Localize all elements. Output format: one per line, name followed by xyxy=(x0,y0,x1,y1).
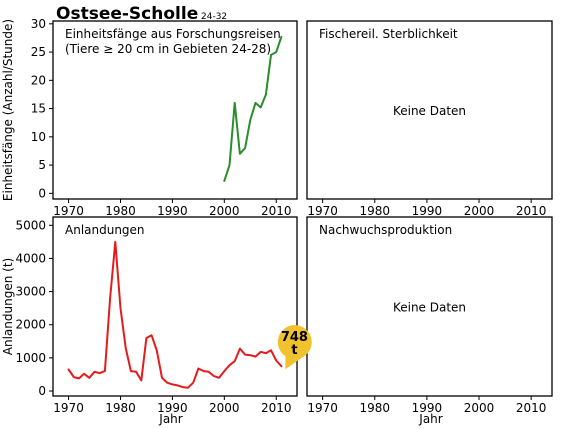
badge-shape xyxy=(277,325,312,370)
x-tick-label: 1970 xyxy=(307,204,338,218)
x-tick-label: 1970 xyxy=(307,401,338,415)
y-tick-label: 10 xyxy=(31,130,46,144)
y-tick-label: 1000 xyxy=(15,351,46,365)
y-tick-label: 25 xyxy=(31,45,46,59)
panel-title: Nachwuchsproduktion xyxy=(319,223,452,237)
plot-frame xyxy=(52,216,298,397)
y-axis-label: Anlandungen (t) xyxy=(1,258,15,355)
y-tick-label: 15 xyxy=(31,102,46,116)
x-tick-label: 2010 xyxy=(516,204,547,218)
x-axis-label-right: Jahr xyxy=(418,412,442,426)
panel-survey-cpue: 1970 1980 1990 2000 2010 0 5 10 15 20 25 30 Einheits… xyxy=(1,17,298,218)
x-tick-label: 2010 xyxy=(516,401,547,415)
panel-title: Fischereil. Sterblichkeit xyxy=(319,27,458,41)
no-data-label: Keine Daten xyxy=(393,301,466,315)
x-tick-label: 2000 xyxy=(464,401,495,415)
x-tick-label: 1980 xyxy=(359,204,390,218)
badge-unit: t xyxy=(291,343,297,358)
plot-frame xyxy=(306,20,553,200)
y-tick-label: 20 xyxy=(31,73,46,87)
x-tick-label: 1990 xyxy=(412,401,443,415)
no-data-label: Keine Daten xyxy=(393,104,466,118)
plot-frame xyxy=(52,20,298,200)
x-tick-label: 1970 xyxy=(53,401,84,415)
y-axis-label: Einheitsfänge (Anzahl/Stunde) xyxy=(1,19,15,201)
figure-title: Ostsee-Scholle xyxy=(56,4,198,24)
last-value-badge: 748 t xyxy=(277,325,312,370)
x-tick-label: 1980 xyxy=(105,401,136,415)
y-tick-label: 0 xyxy=(38,384,46,398)
y-tick-label: 5000 xyxy=(15,218,46,232)
panel-fishing-mortality: 1970 1980 1990 2000 2010 Fischereil. Sterblic… xyxy=(306,20,553,218)
x-tick-label: 1990 xyxy=(157,401,188,415)
panel-landings: 1970 1980 1990 2000 2010 0 1000 2000 3000 4000 500… xyxy=(1,216,298,415)
plot-frame xyxy=(306,216,553,397)
y-tick-label: 0 xyxy=(38,186,46,200)
series-line xyxy=(223,35,283,182)
x-tick-label: 1970 xyxy=(53,204,84,218)
x-tick-label: 2010 xyxy=(261,204,292,218)
x-tick-label: 2010 xyxy=(261,401,292,415)
x-tick-label: 2000 xyxy=(464,204,495,218)
panel-recruitment: 1970 1980 1990 2000 2010 Nachwuchsproduktion K… xyxy=(306,216,553,415)
x-tick-label: 2000 xyxy=(209,204,240,218)
y-tick-label: 3000 xyxy=(15,285,46,299)
figure-subtitle: 24-32 xyxy=(201,12,227,22)
x-tick-label: 1990 xyxy=(412,204,443,218)
badge-value: 748 xyxy=(281,330,308,345)
y-tick-label: 5 xyxy=(38,158,46,172)
x-axis-label-left: Jahr xyxy=(158,412,182,426)
y-tick-label: 30 xyxy=(31,17,46,31)
panel-title: Anlandungen xyxy=(65,223,145,237)
series-line xyxy=(67,240,283,389)
y-tick-label: 4000 xyxy=(15,251,46,265)
panel-title: Einheitsfänge aus Forschungsreisen xyxy=(65,27,281,41)
panel-subtitle: (Tiere ≥ 20 cm in Gebieten 24-28) xyxy=(65,42,271,56)
y-tick-label: 2000 xyxy=(15,318,46,332)
x-tick-label: 1990 xyxy=(157,204,188,218)
x-tick-label: 1980 xyxy=(105,204,136,218)
x-tick-label: 1980 xyxy=(359,401,390,415)
x-tick-label: 2000 xyxy=(209,401,240,415)
